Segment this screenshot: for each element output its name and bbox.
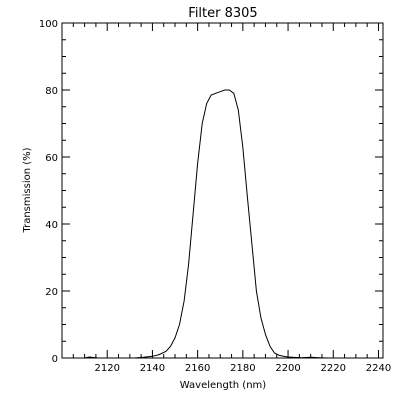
x-tick-label: 2240: [366, 363, 391, 374]
x-tick-label: 2180: [230, 363, 255, 374]
x-tick-label: 2120: [94, 363, 119, 374]
y-axis-label: Transmission (%): [22, 147, 33, 233]
chart-title: Filter 8305: [188, 6, 257, 21]
x-tick-label: 2220: [321, 363, 346, 374]
x-tick-label: 2140: [140, 363, 165, 374]
y-tick-label: 60: [45, 153, 58, 164]
y-tick-label: 20: [45, 287, 58, 298]
axis-ticks: [61, 22, 383, 359]
y-tick-label: 0: [52, 354, 58, 365]
y-tick-label: 80: [45, 86, 58, 97]
y-tick-label: 40: [45, 220, 58, 231]
x-axis-label: Wavelength (nm): [180, 380, 266, 391]
plot-frame: [61, 22, 384, 359]
y-tick-label: 100: [39, 19, 58, 30]
axis-tick-labels: 2120 2140 2160 2180 2200 2220 2240 0 20 40 60 80 100: [39, 19, 391, 374]
x-tick-label: 2200: [275, 363, 300, 374]
plot-border: [61, 22, 384, 359]
series-line: [84, 89, 329, 359]
x-tick-label: 2160: [185, 363, 210, 374]
